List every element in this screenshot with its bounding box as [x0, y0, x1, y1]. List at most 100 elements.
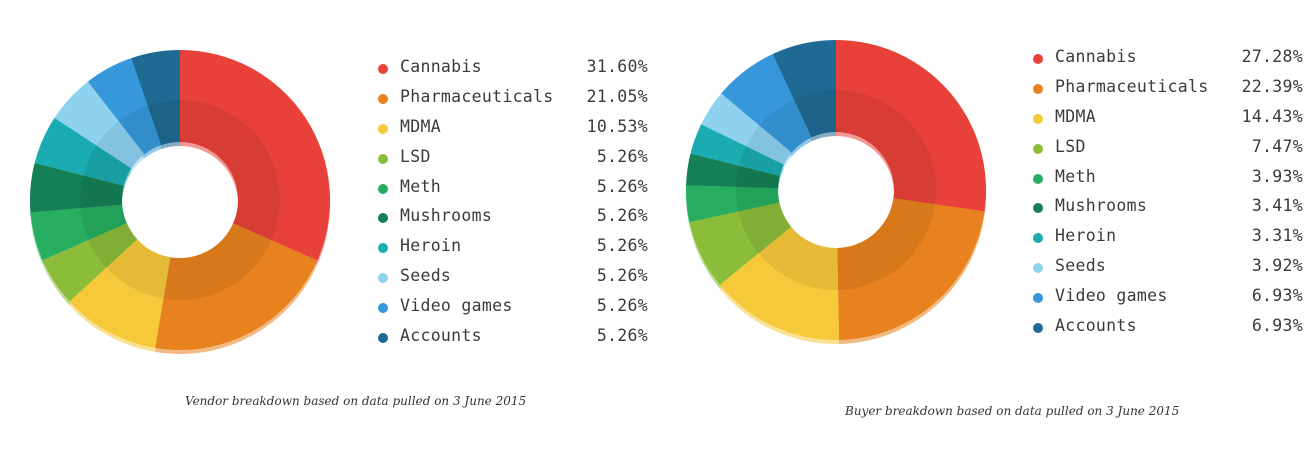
buyer-legend-item-mdma: MDMA 14.43% — [1033, 106, 1303, 136]
buyer-slice-lsd — [689, 202, 792, 285]
vendor-slice-meth — [30, 204, 127, 261]
buyer-legend-label: Accounts — [1055, 316, 1137, 336]
vendor-legend-label: Meth — [400, 176, 441, 196]
buyer-slice-shade-seeds — [746, 125, 792, 165]
vendor-slice-seeds — [54, 81, 145, 169]
buyer-slice-seeds — [701, 93, 792, 165]
buyer-slice-shade-heroin — [739, 146, 784, 176]
buyer-slice-shade-accounts — [793, 90, 836, 138]
buyer-slice-cannabis — [836, 40, 986, 212]
buyer-chart: Cannabis 27.28% Pharmaceuticals 22.39% MDMA 1… — [655, 0, 1309, 449]
vendor-slice-shade-accounts — [147, 100, 180, 146]
vendor-slice-shade-cannabis — [180, 100, 280, 241]
vendor-legend-item-meth: Meth 5.26% — [378, 176, 648, 206]
vendor-legend-value: 10.53% — [586, 116, 648, 136]
vendor-legend-item-accounts: Accounts 5.26% — [378, 325, 648, 355]
buyer-legend-swatch — [1033, 233, 1043, 244]
vendor-legend-item-heroin: Heroin 5.26% — [378, 235, 648, 265]
vendor-legend-swatch — [378, 333, 388, 344]
buyer-legend-swatch — [1033, 323, 1043, 334]
vendor-slice-shade-lsd — [88, 223, 138, 268]
vendor-legend-swatch — [378, 303, 388, 314]
vendor-legend-value: 5.26% — [596, 296, 648, 316]
vendor-legend-label: LSD — [400, 146, 431, 166]
vendor-slice-shade-meth — [80, 204, 127, 241]
buyer-slice-mushrooms — [686, 153, 780, 189]
vendor-legend-swatch — [378, 213, 388, 224]
buyer-slice-accounts — [772, 40, 836, 138]
buyer-legend-swatch — [1033, 113, 1043, 124]
buyer-legend-swatch — [1033, 83, 1043, 94]
buyer-legend-label: MDMA — [1055, 106, 1096, 126]
vendor-legend-item-lsd: LSD 5.26% — [378, 146, 648, 176]
vendor-legend-swatch — [378, 183, 388, 194]
buyer-legend-value: 3.93% — [1251, 166, 1303, 186]
vendor-slice-shade-mdma — [106, 239, 171, 299]
vendor-legend-item-pharmaceuticals: Pharmaceuticals 21.05% — [378, 86, 648, 116]
vendor-slice-mushrooms — [29, 163, 124, 213]
buyer-legend-swatch — [1033, 173, 1043, 184]
vendor-slice-shade-pharmaceuticals — [163, 223, 272, 300]
vendor-legend: Cannabis 31.60% Pharmaceuticals 21.05% MDMA 1… — [378, 56, 648, 355]
buyer-slice-shade-meth — [736, 186, 780, 212]
buyer-slice-shade-mdma — [758, 226, 839, 290]
vendor-slice-heroin — [34, 117, 132, 186]
buyer-legend-item-accounts: Accounts 6.93% — [1033, 315, 1303, 345]
buyer-legend-swatch — [1033, 263, 1043, 274]
vendor-legend-value: 5.26% — [596, 236, 648, 256]
vendor-slice-mdma — [69, 239, 171, 348]
buyer-legend-item-meth: Meth 3.93% — [1033, 166, 1303, 196]
vendor-legend-item-mushrooms: Mushrooms 5.26% — [378, 205, 648, 235]
vendor-slice-shade-seeds — [96, 121, 145, 169]
buyer-legend-label: Mushrooms — [1055, 196, 1148, 216]
vendor-slice-accounts — [131, 50, 180, 146]
buyer-slice-meth — [686, 185, 780, 223]
buyer-legend-item-heroin: Heroin 3.31% — [1033, 225, 1303, 255]
buyer-legend-item-seeds: Seeds 3.92% — [1033, 255, 1303, 285]
vendor-legend-value: 5.26% — [596, 326, 648, 346]
buyer-legend-item-pharmaceuticals: Pharmaceuticals 22.39% — [1033, 76, 1303, 106]
vendor-legend-swatch — [378, 153, 388, 164]
buyer-legend-value: 3.31% — [1251, 226, 1303, 246]
buyer-legend-value: 22.39% — [1241, 76, 1303, 96]
buyer-legend-label: Cannabis — [1055, 47, 1137, 66]
vendor-legend-value: 21.05% — [586, 86, 648, 106]
vendor-legend-label: Video games — [400, 296, 513, 316]
buyer-legend-item-cannabis: Cannabis 27.28% — [1033, 46, 1303, 76]
vendor-legend-item-video-games: Video games 5.26% — [378, 295, 648, 325]
buyer-legend-label: Seeds — [1055, 256, 1107, 276]
buyer-legend-item-video-games: Video games 6.93% — [1033, 285, 1303, 315]
buyer-legend-value: 7.47% — [1251, 136, 1303, 156]
vendor-slice-pharmaceuticals — [155, 223, 318, 350]
vendor-slice-shade-heroin — [83, 145, 132, 186]
buyer-slice-shade-pharmaceuticals — [837, 198, 935, 290]
buyer-legend-value: 3.92% — [1251, 256, 1303, 276]
vendor-legend-value: 5.26% — [596, 176, 648, 196]
vendor-legend-swatch — [378, 64, 388, 74]
buyer-legend-item-lsd: LSD 7.47% — [1033, 136, 1303, 166]
vendor-legend-item-cannabis: Cannabis 31.60% — [378, 56, 648, 86]
vendor-legend-item-seeds: Seeds 5.26% — [378, 265, 648, 295]
vendor-legend-value: 5.26% — [596, 266, 648, 286]
vendor-legend-value: 5.26% — [596, 206, 648, 226]
vendor-legend-value: 5.26% — [596, 146, 648, 166]
buyer-legend-label: Heroin — [1055, 226, 1117, 246]
buyer-slice-shade-lsd — [738, 202, 792, 254]
vendor-legend-swatch — [378, 243, 388, 254]
buyer-slice-heroin — [690, 124, 784, 176]
vendor-legend-swatch — [378, 123, 388, 134]
vendor-legend-swatch — [378, 273, 388, 284]
buyer-donut — [686, 40, 986, 344]
vendor-slice-video-games — [87, 58, 162, 155]
buyer-legend-swatch — [1033, 203, 1043, 214]
vendor-legend-label: Seeds — [400, 266, 452, 286]
buyer-legend-value: 14.43% — [1241, 106, 1303, 126]
buyer-slice-shade-mushrooms — [736, 165, 780, 189]
vendor-donut — [29, 50, 330, 354]
vendor-caption: Vendor breakdown based on data pulled on… — [185, 394, 527, 408]
buyer-slice-mdma — [719, 226, 840, 340]
vendor-legend-value: 31.60% — [586, 57, 648, 76]
vendor-legend-label: Pharmaceuticals — [400, 86, 554, 106]
buyer-caption: Buyer breakdown based on data pulled on … — [845, 404, 1180, 418]
buyer-legend-value: 6.93% — [1251, 316, 1303, 336]
